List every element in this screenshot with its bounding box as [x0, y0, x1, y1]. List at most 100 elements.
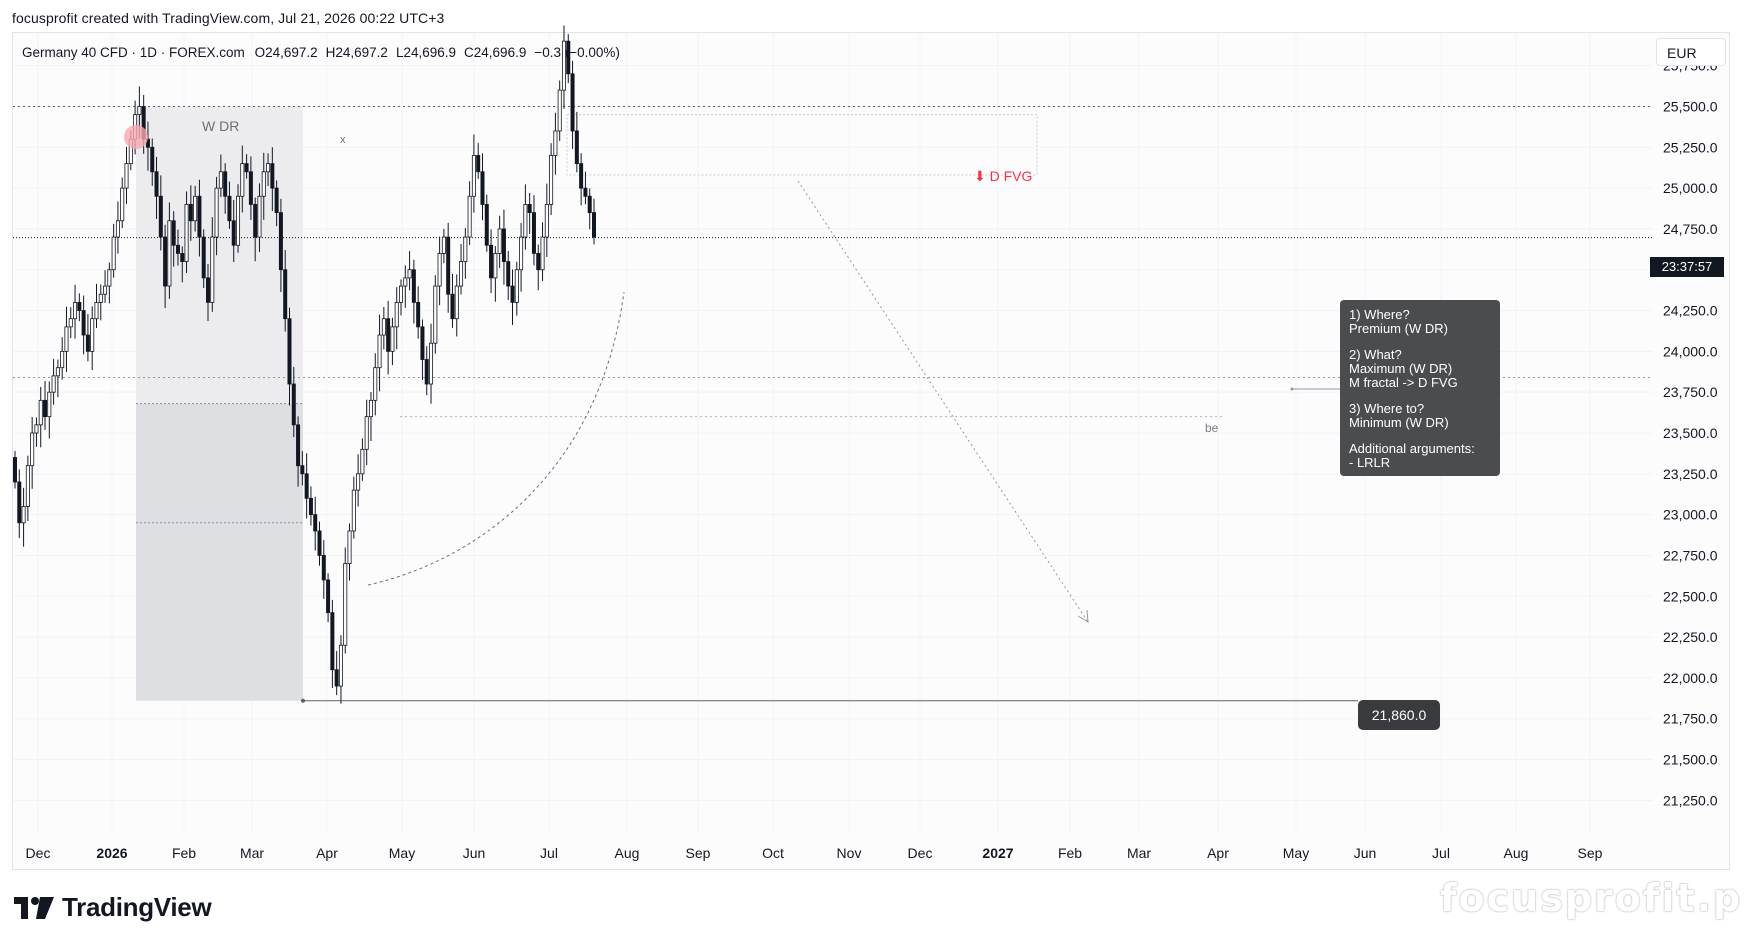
candle-body[interactable]: [158, 195, 163, 238]
candle-body[interactable]: [115, 220, 120, 238]
candle-body[interactable]: [34, 424, 39, 434]
candle-body[interactable]: [218, 171, 223, 189]
candle-body[interactable]: [587, 195, 592, 213]
candle-body[interactable]: [549, 155, 554, 205]
candle-body[interactable]: [493, 253, 498, 279]
candle-body[interactable]: [313, 514, 318, 532]
candle-body[interactable]: [347, 530, 352, 565]
candle-body[interactable]: [111, 236, 116, 271]
candle-body[interactable]: [137, 106, 142, 116]
candle-body[interactable]: [180, 253, 185, 262]
candle-body[interactable]: [47, 391, 52, 418]
candle-body[interactable]: [334, 669, 339, 687]
candle-body[interactable]: [343, 563, 348, 646]
candle-body[interactable]: [416, 301, 421, 328]
candle-body[interactable]: [373, 367, 378, 401]
candle-body[interactable]: [574, 130, 579, 165]
candle-body[interactable]: [386, 318, 391, 352]
candle-body[interactable]: [25, 465, 30, 507]
candle-body[interactable]: [283, 269, 288, 320]
candle-body[interactable]: [519, 236, 524, 271]
candle-body[interactable]: [154, 171, 159, 197]
candle-body[interactable]: [21, 506, 26, 524]
candle-body[interactable]: [98, 293, 103, 303]
candle-body[interactable]: [398, 285, 403, 303]
candle-body[interactable]: [308, 497, 313, 516]
high-marker[interactable]: [124, 125, 148, 149]
candle-body[interactable]: [321, 555, 326, 581]
candle-body[interactable]: [64, 326, 69, 352]
candle-body[interactable]: [497, 228, 502, 254]
candle-body[interactable]: [459, 261, 464, 287]
candle-body[interactable]: [330, 612, 335, 671]
wdr-premium-box[interactable]: [136, 106, 303, 404]
analysis-note[interactable]: 1) Where? Premium (W DR) 2) What? Maximu…: [1340, 300, 1500, 476]
candle-body[interactable]: [205, 277, 210, 303]
candle-body[interactable]: [236, 195, 241, 246]
candle-body[interactable]: [274, 187, 279, 213]
wdr-discount-box[interactable]: [136, 403, 303, 701]
candle-body[interactable]: [90, 318, 95, 352]
candle-body[interactable]: [227, 195, 232, 222]
candle-body[interactable]: [356, 473, 361, 491]
candle-body[interactable]: [411, 269, 416, 303]
candle-body[interactable]: [270, 163, 275, 189]
candle-body[interactable]: [390, 326, 395, 352]
candle-body[interactable]: [463, 236, 468, 262]
candle-body[interactable]: [583, 187, 588, 197]
candle-body[interactable]: [527, 204, 532, 213]
candle-body[interactable]: [167, 220, 172, 287]
candle-body[interactable]: [553, 130, 558, 156]
candle-body[interactable]: [510, 285, 515, 303]
candle-body[interactable]: [561, 40, 566, 91]
candle-body[interactable]: [579, 163, 584, 189]
candle-body[interactable]: [184, 204, 189, 262]
candle-body[interactable]: [150, 146, 155, 173]
candle-body[interactable]: [394, 301, 399, 328]
candle-body[interactable]: [381, 318, 386, 336]
candle-body[interactable]: [433, 285, 438, 344]
fvg-box[interactable]: [566, 114, 1038, 176]
candle-body[interactable]: [570, 73, 575, 132]
tradingview-brand[interactable]: TradingView: [14, 892, 212, 923]
fractal-arc[interactable]: [367, 291, 625, 586]
candle-body[interactable]: [51, 375, 56, 393]
candle-body[interactable]: [145, 138, 150, 148]
candle-body[interactable]: [540, 236, 545, 271]
candle-body[interactable]: [240, 163, 245, 197]
candle-body[interactable]: [244, 163, 249, 173]
candle-body[interactable]: [476, 155, 481, 173]
candle-body[interactable]: [171, 220, 176, 246]
candle-body[interactable]: [523, 204, 528, 238]
candle-body[interactable]: [304, 473, 309, 499]
candle-body[interactable]: [296, 424, 301, 467]
candle-body[interactable]: [403, 277, 408, 287]
candle-body[interactable]: [441, 236, 446, 254]
candle-body[interactable]: [73, 301, 78, 320]
candle-body[interactable]: [454, 285, 459, 320]
candle-body[interactable]: [257, 195, 262, 238]
candle-body[interactable]: [248, 171, 253, 205]
candle-body[interactable]: [55, 367, 60, 377]
candle-body[interactable]: [12, 457, 17, 483]
candle-body[interactable]: [480, 171, 485, 205]
candle-body[interactable]: [85, 334, 90, 352]
currency-button[interactable]: EUR: [1656, 38, 1726, 66]
candle-body[interactable]: [437, 253, 442, 287]
candle-body[interactable]: [326, 579, 331, 613]
candle-body[interactable]: [424, 359, 429, 385]
candle-body[interactable]: [60, 350, 65, 369]
candle-body[interactable]: [68, 318, 73, 328]
symbol-label[interactable]: Germany 40 CFD · 1D · FOREX.com: [22, 45, 245, 60]
candle-body[interactable]: [103, 285, 108, 295]
candle-body[interactable]: [120, 187, 125, 222]
candle-body[interactable]: [214, 187, 219, 238]
candle-body[interactable]: [197, 195, 202, 238]
candle-body[interactable]: [368, 399, 373, 418]
candle-body[interactable]: [317, 530, 322, 556]
candle-body[interactable]: [407, 269, 412, 279]
candle-body[interactable]: [360, 448, 365, 475]
candle-body[interactable]: [163, 236, 168, 287]
candle-body[interactable]: [231, 220, 236, 246]
